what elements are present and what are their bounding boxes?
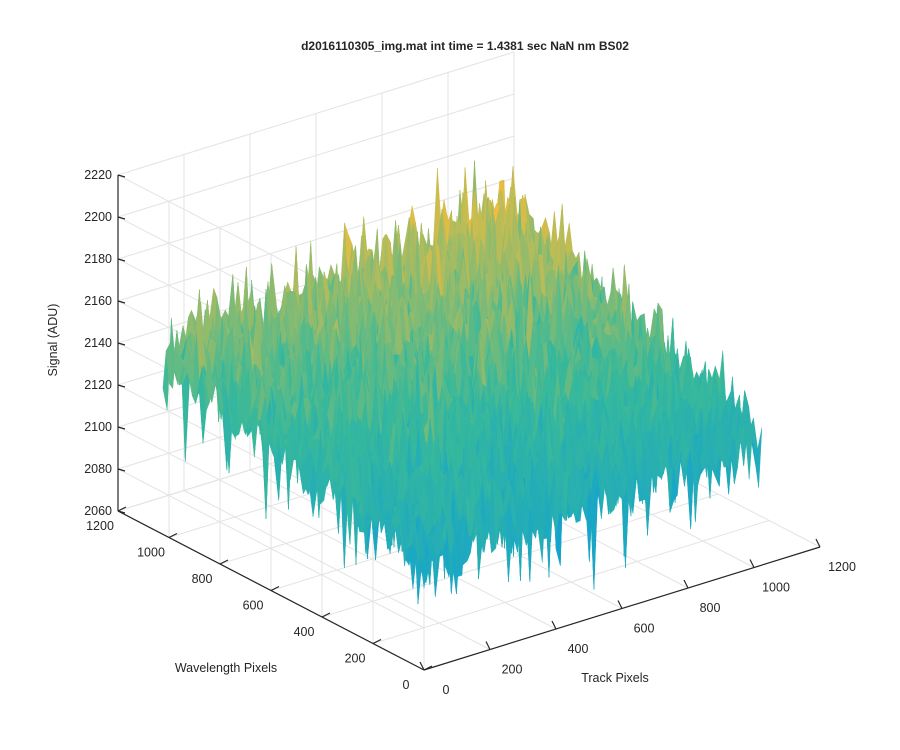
- back-wall-grid-line-z: [117, 51, 515, 176]
- floor-grid-line-y: [372, 520, 770, 644]
- back-wall-grid-line-z: [117, 177, 515, 302]
- back-wall-grid-line-z: [117, 135, 515, 260]
- surface-plot: [162, 160, 763, 604]
- side-wall-grid-line-z: [117, 426, 425, 587]
- side-wall-grid-line-z: [117, 468, 425, 629]
- back-wall-grid-line-z: [117, 93, 515, 218]
